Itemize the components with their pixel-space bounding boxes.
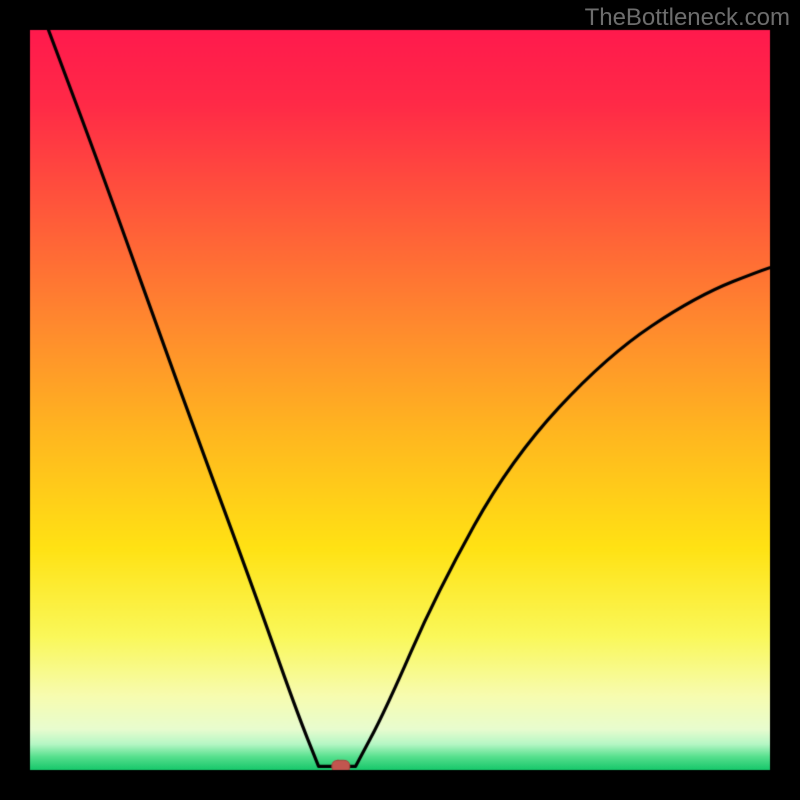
chart-stage: TheBottleneck.com [0,0,800,800]
watermark-text: TheBottleneck.com [585,4,790,32]
bottleneck-chart-canvas [0,0,800,800]
